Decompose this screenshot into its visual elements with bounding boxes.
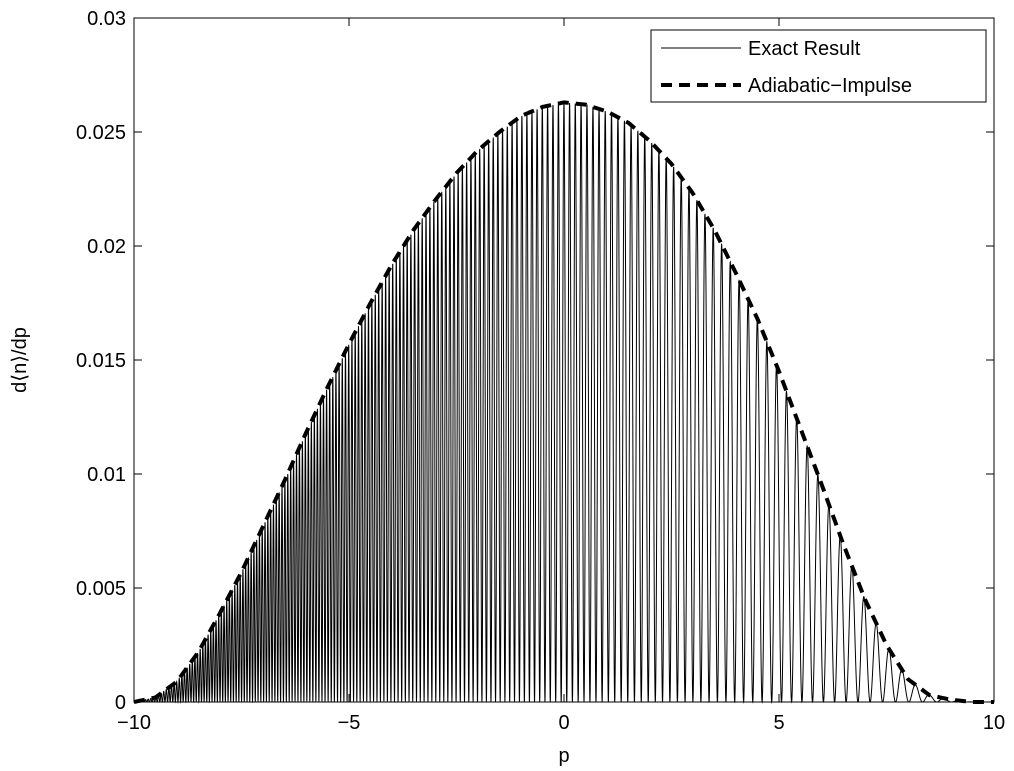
y-tick-label: 0	[115, 692, 126, 714]
y-tick-label: 0.025	[76, 122, 126, 144]
x-tick-label: 0	[558, 712, 569, 734]
y-tick-label: 0.005	[76, 578, 126, 600]
x-tick-label: −5	[338, 712, 361, 734]
legend-label-exact-result: Exact Result	[748, 38, 861, 60]
x-tick-label: −10	[117, 712, 151, 734]
x-tick-label: 5	[773, 712, 784, 734]
y-tick-label: 0.015	[76, 350, 126, 372]
legend-box	[650, 29, 987, 103]
adiabatic-impulse-line	[133, 100, 994, 704]
y-tick-label: 0.01	[87, 464, 126, 486]
chart-legend: Exact Result Adiabatic−Impulse	[650, 29, 987, 103]
y-axis-label: d⟨n⟩/dp	[9, 327, 31, 393]
y-tick-label: 0.03	[87, 8, 126, 30]
x-axis-label: p	[558, 745, 569, 767]
y-axis-ticks: 0 0.005 0.01 0.015 0.02 0.025 0.03	[76, 8, 994, 714]
x-axis-ticks: −10 −5 0 5 10	[117, 18, 1005, 734]
y-tick-label: 0.02	[87, 236, 126, 258]
legend-label-adiabatic-impulse: Adiabatic−Impulse	[748, 75, 912, 97]
series-adiabatic-impulse	[133, 100, 994, 704]
x-tick-label: 10	[983, 712, 1005, 734]
